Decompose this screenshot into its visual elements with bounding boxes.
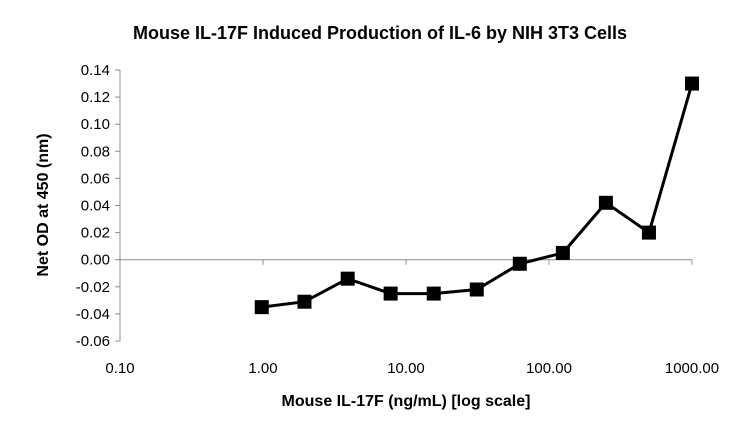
- data-point-marker: [469, 282, 484, 297]
- x-tick-label: 100.00: [526, 360, 572, 377]
- x-axis: 0.10 1.00 10.00 100.00 1000.00: [105, 259, 719, 377]
- series-line: [261, 83, 694, 309]
- x-tick-label: 1.00: [248, 360, 277, 377]
- data-point-marker: [340, 271, 355, 286]
- data-point-marker: [685, 76, 699, 91]
- y-tick-label: 0.14: [81, 62, 110, 79]
- y-axis: -0.06 -0.04 -0.02 0.00 0.02 0.04 0.06 0.08 0.10 0…: [76, 62, 121, 350]
- data-point-marker: [555, 245, 570, 260]
- y-axis-label: Net OD at 450 (nm): [35, 133, 52, 276]
- y-tick-label: 0.02: [81, 225, 110, 242]
- y-tick-label: 0.04: [81, 198, 110, 215]
- data-point-marker: [426, 286, 441, 301]
- x-tick-label: 1000.00: [665, 360, 719, 377]
- data-point-marker: [512, 256, 527, 271]
- y-tick-label: -0.06: [76, 333, 110, 350]
- data-point-marker: [297, 294, 312, 309]
- chart-title: Mouse IL-17F Induced Production of IL-6 …: [133, 23, 627, 43]
- data-point-marker: [641, 225, 656, 240]
- y-tick-label: 0.06: [81, 170, 110, 187]
- data-point-marker: [598, 195, 613, 210]
- y-tick-label: 0.10: [81, 116, 110, 133]
- data-point-marker: [254, 300, 269, 315]
- x-tick-label: 10.00: [387, 360, 425, 377]
- y-tick-label: -0.02: [76, 279, 110, 296]
- y-tick-label: 0.12: [81, 89, 110, 106]
- x-tick-label: 0.10: [105, 360, 134, 377]
- y-tick-label: 0.08: [81, 143, 110, 160]
- x-axis-label: Mouse IL-17F (ng/mL) [log scale]: [282, 393, 531, 410]
- data-point-marker: [383, 286, 398, 301]
- plot-area: [254, 76, 699, 315]
- y-tick-label: -0.04: [76, 306, 110, 323]
- y-tick-label: 0.00: [81, 252, 110, 269]
